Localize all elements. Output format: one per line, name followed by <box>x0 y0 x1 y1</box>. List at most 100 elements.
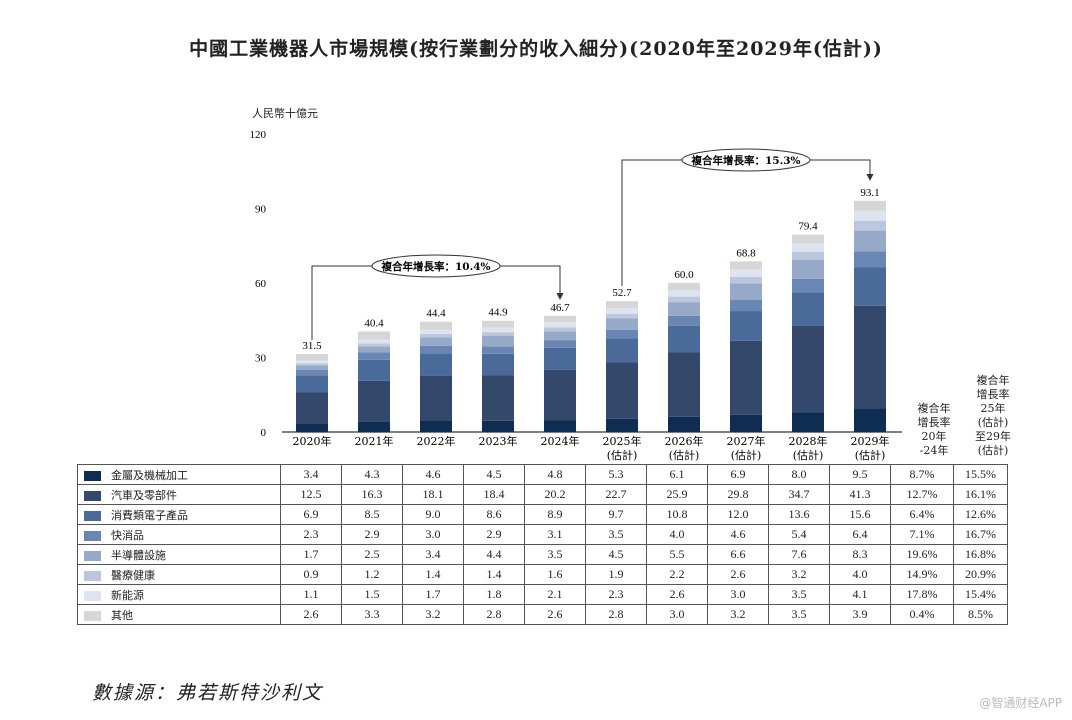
bar-segment-3 <box>854 267 886 306</box>
y-tick-label: 90 <box>255 204 267 216</box>
bar-segment-3 <box>668 325 700 353</box>
x-tick-label: 2023年 <box>479 434 518 448</box>
value-cell: 3.5 <box>768 604 830 625</box>
value-cell: 29.8 <box>707 484 769 505</box>
value-cell: 8.3 <box>829 544 891 565</box>
bar-total-label: 40.4 <box>364 317 384 329</box>
legend-swatch <box>84 470 101 481</box>
legend-cell: 快消品 <box>77 524 281 545</box>
y-tick-label: 30 <box>255 353 267 365</box>
value-cell: 4.5 <box>585 544 647 565</box>
bar-segment-2 <box>296 392 328 424</box>
legend-cell: 其他 <box>77 604 281 625</box>
x-tick-label: (估計) <box>793 448 824 462</box>
value-cell: 6.1 <box>646 464 708 485</box>
bar-segment-8 <box>792 234 824 244</box>
x-tick-label: 2020年 <box>293 434 332 448</box>
value-cell: 1.7 <box>402 584 464 605</box>
bar-segment-5 <box>854 230 886 252</box>
bar-total-label: 79.4 <box>798 221 818 233</box>
value-cell: 4.0 <box>829 564 891 585</box>
legend-cell: 半導體設施 <box>77 544 281 565</box>
legend-cell: 新能源 <box>77 584 281 605</box>
bar-segment-3 <box>420 353 452 376</box>
value-cell: 12.5 <box>280 484 342 505</box>
value-cell: 2.6 <box>280 604 342 625</box>
bar-segment-4 <box>482 346 514 354</box>
value-cell: 6.6 <box>707 544 769 565</box>
value-cell: 4.6 <box>402 464 464 485</box>
value-cell: 3.2 <box>402 604 464 625</box>
y-tick-label: 0 <box>261 427 267 439</box>
bar-segment-7 <box>358 339 390 344</box>
bar-total-label: 44.4 <box>426 308 446 320</box>
x-tick-label: 2028年 <box>789 434 828 448</box>
bar-segment-7 <box>420 329 452 334</box>
bar-segment-5 <box>668 302 700 316</box>
cagr-callout-text: 複合年增長率：15.3% <box>690 154 800 167</box>
legend-label: 醫療健康 <box>111 568 155 582</box>
bar-segment-5 <box>606 318 638 330</box>
cagr-cell: 16.7% <box>953 524 1008 545</box>
value-cell: 5.3 <box>585 464 647 485</box>
bar-total-label: 31.5 <box>302 340 322 352</box>
legend-cell: 汽車及零部件 <box>77 484 281 505</box>
value-cell: 15.6 <box>829 504 891 525</box>
legend-cell: 醫療健康 <box>77 564 281 585</box>
x-tick-label: (估計) <box>855 448 886 462</box>
cagr-cell: 8.5% <box>953 604 1008 625</box>
cagr-cell: 15.5% <box>953 464 1008 485</box>
bar-segment-1 <box>544 420 576 432</box>
bar-segment-1 <box>668 416 700 432</box>
value-cell: 12.0 <box>707 504 769 525</box>
value-cell: 0.9 <box>280 564 342 585</box>
cagr-cell: 17.8% <box>890 584 954 605</box>
bar-segment-4 <box>544 340 576 348</box>
chart-title: 中國工業機器人市場規模(按行業劃分的收入細分)(2020年至2029年(估計)) <box>189 38 883 60</box>
bar-segment-3 <box>792 292 824 326</box>
value-cell: 8.5 <box>341 504 403 525</box>
cagr-header-2020-2024: 複合年 增長率 20年 -24年 <box>917 402 951 457</box>
bar-segment-3 <box>606 338 638 363</box>
bar-total-label: 52.7 <box>612 287 632 299</box>
table-row: 其他 2.6 3.3 3.2 2.8 2.6 2.8 3.0 3.2 3.5 3.9 0.4% 8.5% <box>77 604 1008 625</box>
y-tick-label: 120 <box>250 129 267 141</box>
bar-segment-5 <box>730 283 762 300</box>
value-cell: 6.4 <box>829 524 891 545</box>
bar-segment-3 <box>358 359 390 381</box>
bar-segment-5 <box>482 335 514 347</box>
bar-segment-6 <box>544 327 576 332</box>
value-cell: 3.0 <box>402 524 464 545</box>
watermark: @智通财经APP <box>979 696 1062 710</box>
value-cell: 16.3 <box>341 484 403 505</box>
value-cell: 1.7 <box>280 544 342 565</box>
bar-segment-2 <box>668 352 700 417</box>
value-cell: 25.9 <box>646 484 708 505</box>
table-row: 醫療健康 0.9 1.2 1.4 1.4 1.6 1.9 2.2 2.6 3.2 4.0 14.9% 2… <box>77 564 1008 585</box>
x-tick-label: (估計) <box>731 448 762 462</box>
bar-segment-4 <box>730 299 762 312</box>
cagr-header-2025-2029: 複合年 增長率 25年 (估計) 至29年 (估計) <box>975 374 1011 457</box>
value-cell: 3.5 <box>585 524 647 545</box>
bar-segment-3 <box>544 347 576 370</box>
arrow-head-icon <box>866 174 874 181</box>
value-cell: 2.8 <box>585 604 647 625</box>
value-cell: 3.9 <box>829 604 891 625</box>
value-cell: 34.7 <box>768 484 830 505</box>
bar-segment-3 <box>730 311 762 341</box>
value-cell: 4.6 <box>707 524 769 545</box>
value-cell: 10.8 <box>646 504 708 525</box>
value-cell: 2.2 <box>646 564 708 585</box>
legend-swatch <box>84 610 101 621</box>
value-cell: 3.4 <box>402 544 464 565</box>
value-cell: 8.6 <box>463 504 525 525</box>
value-cell: 1.2 <box>341 564 403 585</box>
y-tick-label: 60 <box>255 278 267 290</box>
value-cell: 3.5 <box>768 584 830 605</box>
cagr-cell: 16.1% <box>953 484 1008 505</box>
value-cell: 3.2 <box>768 564 830 585</box>
x-tick-label: 2022年 <box>417 434 456 448</box>
value-cell: 3.2 <box>707 604 769 625</box>
legend-label: 半導體設施 <box>111 548 166 562</box>
